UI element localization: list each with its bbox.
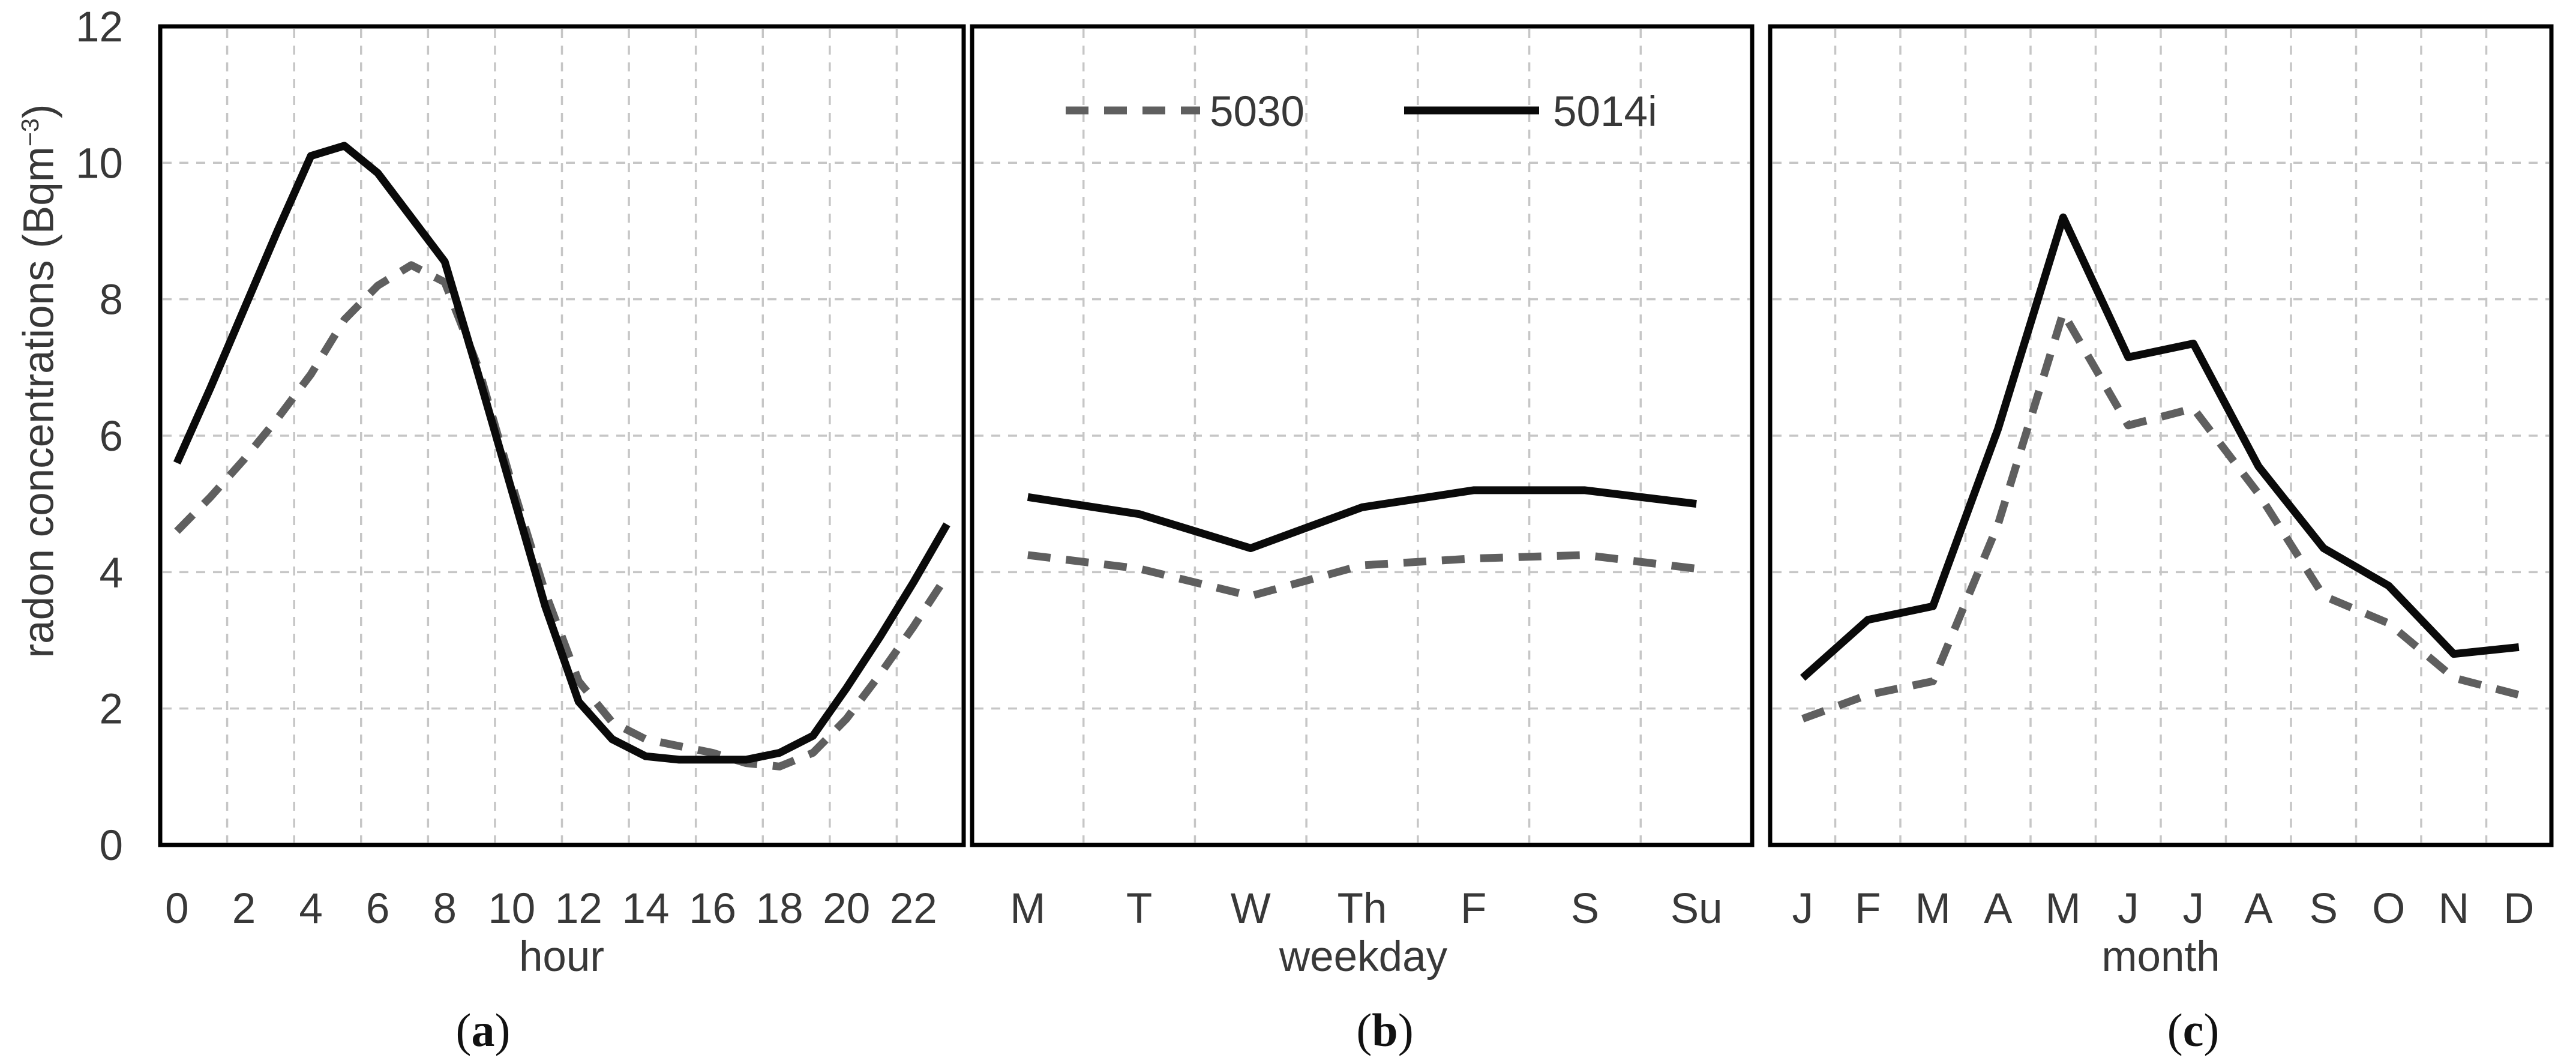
y-tick-label-10: 10: [76, 140, 123, 187]
series-5030-panel-a: [174, 261, 950, 771]
y-tick-label-6: 6: [100, 413, 124, 460]
series-5030-panel-c: [1801, 308, 2520, 723]
x-tick-label-a-6: 6: [366, 885, 390, 933]
x-tick-label-b-M: M: [1010, 885, 1045, 933]
x-tick-label-a-8: 8: [433, 885, 457, 933]
x-tick-label-a-14: 14: [622, 885, 669, 933]
panel-letter-c-text: c: [2182, 1004, 2204, 1056]
y-tick-label-12: 12: [76, 4, 123, 51]
paren-open: (: [455, 1004, 472, 1056]
x-tick-label-c-A: A: [2244, 885, 2273, 933]
x-tick-label-a-0: 0: [165, 885, 189, 933]
x-tick-label-c-O: O: [2372, 885, 2405, 933]
legend-label-5014i: 5014i: [1553, 88, 1657, 136]
x-tick-label-a-2: 2: [232, 885, 256, 933]
y-tick-label-2: 2: [100, 686, 124, 733]
x-tick-label-a-16: 16: [689, 885, 736, 933]
paren-open: (: [2167, 1004, 2183, 1056]
paren-close: ): [2203, 1004, 2220, 1056]
x-tick-label-c-F: F: [1855, 885, 1881, 933]
series-5014i-panel-a: [173, 142, 950, 764]
paren-open: (: [1356, 1004, 1372, 1056]
x-tick-label-a-12: 12: [555, 885, 602, 933]
x-tick-label-c-J: J: [1792, 885, 1814, 933]
legend: 5030 5014i: [1066, 88, 1657, 136]
x-axis-title-hour: hour: [519, 933, 604, 981]
panel-letter-a-text: a: [471, 1004, 495, 1056]
x-tick-label-a-20: 20: [823, 885, 870, 933]
y-tick-label-0: 0: [100, 822, 124, 870]
x-tick-label-c-S: S: [2310, 885, 2338, 933]
panel-a-border: [158, 24, 966, 847]
x-tick-label-b-W: W: [1231, 885, 1271, 933]
x-tick-label-c-M: M: [1915, 885, 1951, 933]
x-tick-label-c-A: A: [1984, 885, 2013, 933]
x-tick-label-c-M: M: [2046, 885, 2081, 933]
x-tick-label-c-N: N: [2439, 885, 2469, 933]
y-tick-label-4: 4: [100, 549, 124, 597]
x-tick-label-b-Th: Th: [1338, 885, 1387, 933]
y-tick-label-8: 8: [100, 277, 124, 324]
series-5014i-panel-b: [1027, 486, 1697, 552]
series-5030-panel-b: [1027, 551, 1697, 600]
x-tick-label-b-Su: Su: [1671, 885, 1723, 933]
x-axis-title-weekday: weekday: [1279, 933, 1448, 981]
plot-panels: 0 2 4 6 8 10 12 14 16 18 20 22 M T W Th F S Su J F M A M J J A S O N D…: [76, 4, 2554, 933]
panel-c-border: [1768, 24, 2554, 847]
panel-letter-a: (a): [456, 1003, 511, 1057]
x-axis-title-month: month: [2101, 933, 2220, 981]
x-tick-label-a-18: 18: [756, 885, 803, 933]
panel-letter-c: (c): [2167, 1003, 2220, 1057]
paren-close: ): [494, 1004, 511, 1056]
x-tick-label-b-F: F: [1461, 885, 1486, 933]
x-tick-label-a-4: 4: [299, 885, 323, 933]
paren-close: ): [1398, 1004, 1414, 1056]
series-5014i-panel-c: [1800, 213, 2520, 681]
panel-b-border: [970, 24, 1755, 847]
panel-letter-b: (b): [1356, 1003, 1413, 1057]
x-tick-label-b-S: S: [1571, 885, 1599, 933]
x-tick-label-b-T: T: [1126, 885, 1152, 933]
x-tick-label-a-22: 22: [890, 885, 937, 933]
x-tick-label-c-J: J: [2118, 885, 2139, 933]
x-tick-label-c-J: J: [2183, 885, 2205, 933]
x-tick-label-c-D: D: [2503, 885, 2534, 933]
legend-label-5030: 5030: [1210, 88, 1305, 136]
panel-letter-b-text: b: [1372, 1004, 1398, 1056]
x-tick-label-a-10: 10: [488, 885, 535, 933]
